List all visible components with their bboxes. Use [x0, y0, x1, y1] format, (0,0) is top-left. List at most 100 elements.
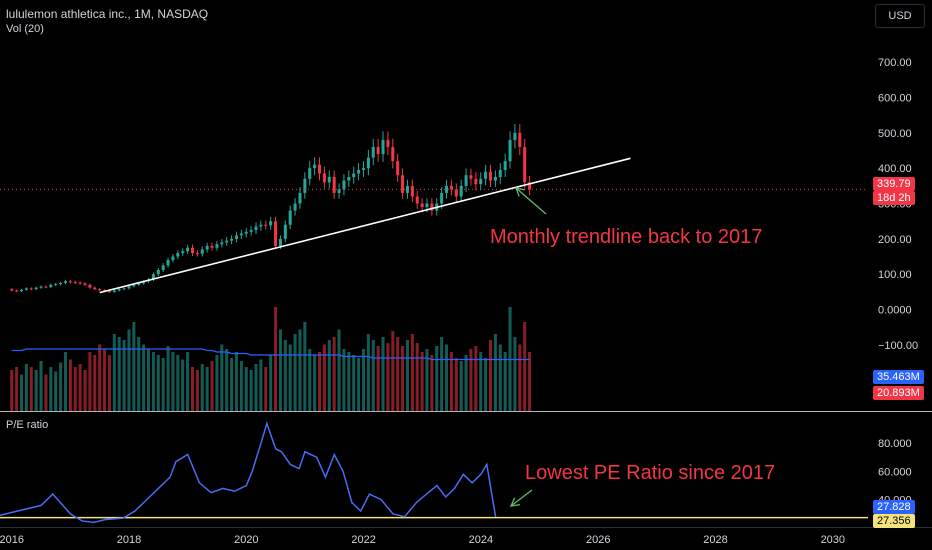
volume-bar — [200, 364, 204, 412]
candle-body — [381, 139, 385, 155]
last-price-badge: 339.79 — [873, 177, 915, 191]
volume-bar — [59, 362, 63, 412]
volume-bar — [107, 355, 111, 412]
volume-bar — [381, 337, 385, 412]
price-tick-label: 200.00 — [878, 234, 912, 246]
candle-body — [361, 168, 365, 170]
candle-body — [313, 164, 317, 169]
volume-bar — [161, 358, 165, 412]
candle-body — [405, 185, 409, 193]
volume-bar — [366, 334, 370, 412]
candle-body — [234, 235, 238, 239]
candle-body — [322, 173, 326, 183]
volume-bar — [132, 322, 136, 412]
candle-body — [127, 286, 131, 289]
candle-body — [445, 185, 449, 193]
volume-bar — [234, 352, 238, 412]
volume-bar — [440, 337, 444, 412]
volume-bar — [190, 367, 195, 412]
volume-bar — [210, 361, 214, 412]
candle-body — [288, 210, 292, 225]
candle-body — [518, 132, 522, 147]
volume-bar — [54, 371, 58, 412]
candlesticks[interactable] — [10, 124, 532, 293]
candle-body — [63, 281, 67, 284]
candle-body — [122, 288, 126, 290]
candle-body — [107, 291, 111, 293]
candle-body — [528, 182, 532, 190]
pe-current-badge: 27.828 — [873, 500, 915, 514]
candle-body — [508, 139, 512, 162]
price-tick-label: 0.0000 — [878, 305, 912, 317]
volume-bar — [313, 355, 317, 412]
candle-body — [274, 221, 278, 246]
volume-bar — [317, 352, 322, 412]
volume-bar — [376, 346, 380, 412]
volume-bar — [122, 340, 126, 412]
candle-body — [230, 238, 234, 241]
candle-body — [308, 168, 312, 179]
volume-bar — [474, 346, 478, 412]
volume-bar — [264, 367, 268, 412]
volume-bar — [34, 370, 38, 412]
candle-body — [283, 224, 287, 239]
volume-bar — [518, 344, 522, 412]
time-tick-label: 2030 — [821, 534, 845, 546]
volume-bar — [29, 367, 33, 412]
price-tick-label: 400.00 — [878, 163, 912, 175]
volume-bar — [93, 355, 97, 412]
volume-bar — [435, 346, 439, 412]
countdown-badge: 18d 2h — [873, 191, 915, 205]
volume-bar — [386, 343, 390, 412]
candle-body — [391, 146, 395, 162]
volume-bar — [19, 374, 24, 412]
trendline-annotation: Monthly trendline back to 2017 — [490, 226, 763, 248]
candle-body — [298, 192, 302, 204]
candle-body — [484, 171, 488, 179]
candle-body — [357, 169, 361, 174]
pe-tick-label: 80.000 — [878, 438, 912, 450]
volume-bar — [117, 337, 121, 412]
volume-bar — [249, 370, 253, 412]
volume-bar — [259, 359, 263, 412]
pe-arrow-head — [509, 497, 520, 507]
candle-body — [39, 286, 43, 288]
trendline-arrow — [515, 187, 547, 215]
candle-body — [142, 281, 146, 284]
candle-body — [342, 180, 346, 190]
volume-indicator-label[interactable]: Vol (20) — [6, 23, 44, 35]
volume-last-badge: 20.893M — [873, 386, 924, 400]
volume-bar — [88, 352, 92, 412]
volume-bar — [469, 349, 473, 412]
candle-body — [503, 161, 507, 170]
volume-bar — [479, 352, 483, 412]
pe-arrow — [510, 489, 533, 507]
candle-body — [415, 196, 419, 204]
candle-body — [259, 224, 263, 227]
trendline — [99, 157, 631, 294]
candle-body — [98, 289, 102, 291]
candle-body — [186, 247, 190, 252]
candle-body — [303, 178, 307, 193]
volume-bar — [332, 337, 336, 412]
candle-body — [215, 244, 219, 248]
time-tick-label: 2016 — [0, 534, 24, 546]
volume-bar — [513, 337, 517, 412]
volume-bar — [405, 340, 409, 412]
candle-body — [264, 224, 268, 226]
candle-body — [132, 284, 136, 287]
volume-bar — [337, 329, 341, 412]
volume-bar — [142, 344, 146, 412]
volume-bar — [430, 355, 434, 412]
candle-body — [49, 284, 53, 287]
currency-button[interactable]: USD — [875, 4, 925, 28]
candle-body — [401, 175, 405, 193]
symbol-title[interactable]: lululemon athletica inc., 1M, NASDAQ — [6, 7, 209, 21]
pe-ratio-line — [0, 420, 497, 524]
candle-body — [195, 253, 199, 255]
pe-ratio-label[interactable]: P/E ratio — [6, 419, 49, 431]
volume-bar — [342, 349, 346, 412]
price-tick-label: 500.00 — [878, 128, 912, 140]
candle-body — [156, 269, 160, 275]
volume-bar — [523, 322, 527, 412]
